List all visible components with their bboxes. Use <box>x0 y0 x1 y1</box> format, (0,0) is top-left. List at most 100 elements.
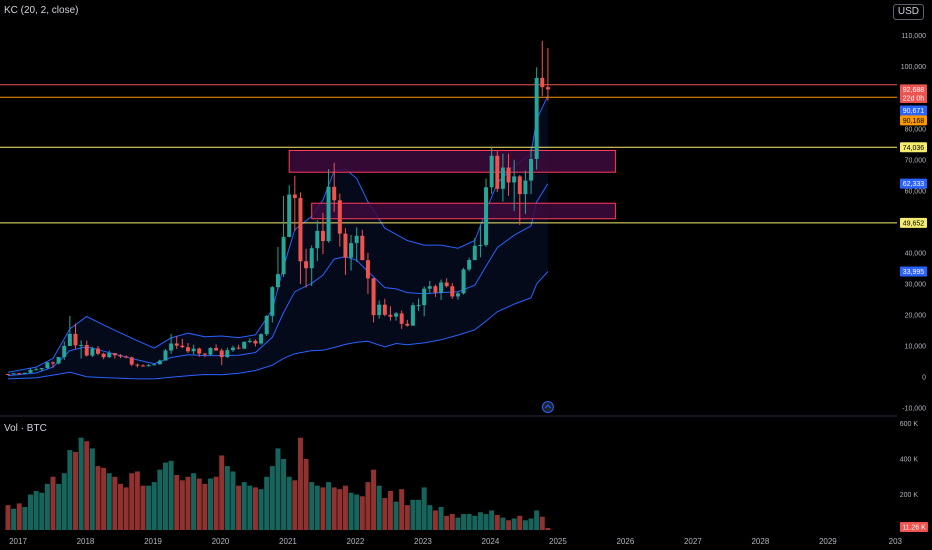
candle-body[interactable] <box>225 350 230 358</box>
candle-body[interactable] <box>84 345 89 356</box>
candle-body[interactable] <box>157 360 162 365</box>
candle-body[interactable] <box>478 244 483 246</box>
volume-bar[interactable] <box>506 520 512 530</box>
candle-body[interactable] <box>67 333 72 346</box>
candle-body[interactable] <box>461 269 466 294</box>
volume-bar[interactable] <box>534 510 540 530</box>
candle-body[interactable] <box>422 288 427 306</box>
volume-bar[interactable] <box>449 514 455 530</box>
volume-bar[interactable] <box>202 483 208 530</box>
candle-body[interactable] <box>489 155 494 188</box>
volume-bar[interactable] <box>275 448 281 530</box>
volume-bar[interactable] <box>39 492 45 530</box>
candle-body[interactable] <box>506 167 511 183</box>
volume-bar[interactable] <box>5 505 11 530</box>
candle-body[interactable] <box>382 304 387 315</box>
price-tag[interactable] <box>900 178 927 189</box>
candle-body[interactable] <box>495 155 500 189</box>
supply-zone-1[interactable] <box>288 149 616 173</box>
volume-bar[interactable] <box>539 516 545 530</box>
volume-bar[interactable] <box>134 471 140 530</box>
volume-bar[interactable] <box>455 517 461 530</box>
volume-bar[interactable] <box>331 487 337 530</box>
candle-body[interactable] <box>140 365 145 367</box>
candle-body[interactable] <box>28 369 33 373</box>
candle-body[interactable] <box>388 314 393 317</box>
candle-body[interactable] <box>146 365 151 367</box>
volume-bar[interactable] <box>387 490 393 530</box>
volume-bar[interactable] <box>50 476 56 530</box>
candle-body[interactable] <box>197 348 202 354</box>
candle-body[interactable] <box>45 362 50 369</box>
volume-bar[interactable] <box>477 512 483 530</box>
candle-body[interactable] <box>320 230 325 242</box>
volume-bar[interactable] <box>269 466 275 530</box>
candle-body[interactable] <box>101 353 106 358</box>
volume-bar[interactable] <box>528 518 534 530</box>
volume-bar[interactable] <box>112 476 118 530</box>
volume-bar[interactable] <box>213 476 219 530</box>
candle-body[interactable] <box>214 347 219 351</box>
candle-body[interactable] <box>169 343 174 351</box>
volume-bar[interactable] <box>461 514 467 530</box>
candle-body[interactable] <box>439 282 444 293</box>
volume-bar[interactable] <box>438 506 444 530</box>
candle-body[interactable] <box>22 372 27 374</box>
candle-body[interactable] <box>467 260 472 270</box>
volume-bar[interactable] <box>545 528 551 530</box>
volume-bar[interactable] <box>376 485 382 530</box>
candle-body[interactable] <box>185 347 190 352</box>
candle-body[interactable] <box>56 356 61 364</box>
candle-body[interactable] <box>73 333 78 346</box>
candle-body[interactable] <box>309 248 314 269</box>
candle-body[interactable] <box>112 353 117 356</box>
candle-body[interactable] <box>174 343 179 346</box>
candle-body[interactable] <box>377 304 382 316</box>
volume-bar[interactable] <box>303 459 309 530</box>
candle-body[interactable] <box>540 77 545 88</box>
volume-bar[interactable] <box>511 518 517 530</box>
candle-body[interactable] <box>247 340 252 342</box>
candle-body[interactable] <box>17 373 22 375</box>
candle-body[interactable] <box>315 230 320 249</box>
candle-body[interactable] <box>242 341 247 349</box>
volume-bar[interactable] <box>432 510 438 530</box>
candle-body[interactable] <box>354 235 359 244</box>
volume-bar[interactable] <box>522 520 528 530</box>
candle-body[interactable] <box>332 186 337 201</box>
volume-bar[interactable] <box>101 467 107 530</box>
volume-bar[interactable] <box>89 448 95 530</box>
volume-bar[interactable] <box>22 506 28 530</box>
volume-bar[interactable] <box>494 514 500 530</box>
volume-bar[interactable] <box>129 473 135 530</box>
volume-bar[interactable] <box>354 494 360 531</box>
candle-body[interactable] <box>304 261 309 269</box>
volume-bar[interactable] <box>348 492 354 530</box>
volume-bar[interactable] <box>410 499 416 530</box>
candle-body[interactable] <box>180 345 185 348</box>
candle-body[interactable] <box>287 194 292 237</box>
candle-body[interactable] <box>6 373 10 375</box>
volume-bar[interactable] <box>61 473 67 530</box>
candle-body[interactable] <box>337 200 342 234</box>
candle-body[interactable] <box>79 345 84 347</box>
candle-body[interactable] <box>270 287 275 316</box>
price-tag[interactable] <box>900 84 927 95</box>
volume-bar[interactable] <box>416 499 422 530</box>
candle-body[interactable] <box>50 362 55 364</box>
supply-zone-2[interactable] <box>311 202 616 220</box>
candle-body[interactable] <box>118 355 123 357</box>
candle-body[interactable] <box>129 357 134 365</box>
volume-bar[interactable] <box>466 514 472 530</box>
volume-bar[interactable] <box>483 514 489 530</box>
volume-bar[interactable] <box>207 478 213 530</box>
volume-bar[interactable] <box>72 451 78 530</box>
candle-body[interactable] <box>484 187 489 245</box>
candle-body[interactable] <box>399 313 404 324</box>
price-tag[interactable] <box>900 217 927 228</box>
volume-bar[interactable] <box>489 510 495 530</box>
volume-bar[interactable] <box>44 483 50 530</box>
volume-bar[interactable] <box>371 469 377 530</box>
candle-body[interactable] <box>512 176 517 183</box>
candle-body[interactable] <box>500 167 505 189</box>
